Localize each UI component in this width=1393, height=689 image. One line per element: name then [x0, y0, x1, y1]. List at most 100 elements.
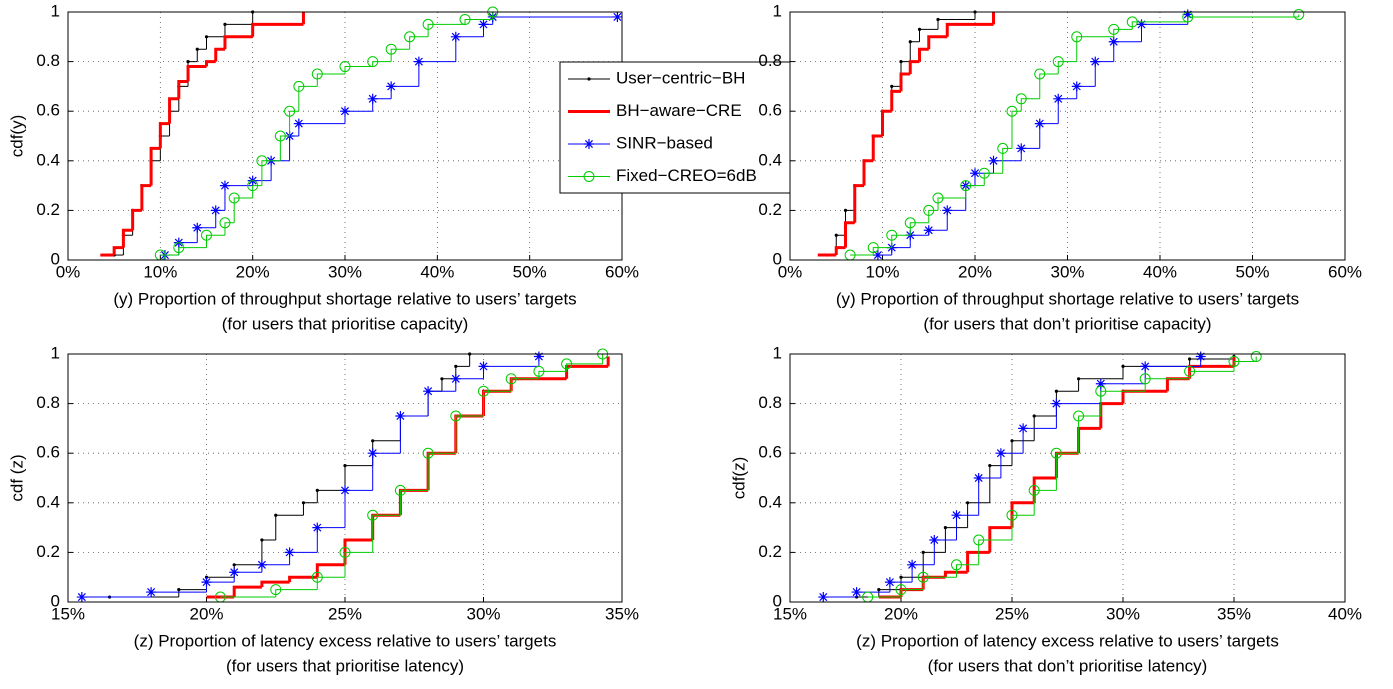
point	[395, 411, 406, 421]
x-tick-label: 15%	[51, 604, 85, 623]
y-tick-label: 0.6	[36, 443, 60, 462]
step-line	[298, 85, 318, 112]
point	[884, 577, 895, 588]
step-line	[927, 35, 948, 50]
point	[1016, 143, 1027, 154]
step-line	[937, 197, 966, 211]
point	[459, 13, 471, 25]
point	[454, 364, 458, 368]
point	[584, 139, 594, 149]
point	[177, 588, 181, 592]
x-tick-label: 20%	[884, 604, 918, 623]
step-line	[316, 73, 345, 87]
point	[923, 225, 934, 236]
point	[256, 559, 267, 570]
point	[1293, 8, 1305, 20]
point	[371, 439, 375, 443]
point	[1010, 439, 1014, 443]
x-axis-label: (z) Proportion of latency excess relativ…	[856, 631, 1279, 650]
point	[988, 464, 992, 468]
point	[367, 93, 378, 104]
x-tick-label: 60%	[1328, 262, 1362, 281]
point	[1053, 93, 1064, 104]
point	[970, 168, 980, 179]
step-line	[149, 146, 161, 186]
point	[929, 535, 940, 545]
point	[1052, 56, 1064, 68]
legend-label: BH−aware−CRE	[616, 101, 742, 120]
x-axis-label: (y) Proportion of throughput shortage re…	[113, 289, 576, 308]
point	[921, 550, 925, 555]
point	[997, 142, 1009, 154]
step-line	[390, 48, 410, 62]
point	[1095, 378, 1106, 389]
point	[1051, 398, 1062, 409]
point	[587, 77, 591, 81]
point	[386, 81, 397, 92]
x-tick-label: 25%	[995, 604, 1029, 623]
y-tick-label: 0	[773, 249, 782, 268]
point	[1090, 56, 1101, 67]
x-tick-label: 10%	[143, 262, 177, 281]
point	[301, 501, 306, 505]
step-line	[261, 160, 281, 186]
point	[907, 559, 918, 570]
series-layer	[76, 348, 610, 603]
point	[1015, 93, 1027, 105]
x-axis-label: (for users that don’t prioritise latency…	[928, 656, 1208, 675]
point	[1139, 373, 1151, 385]
point	[146, 587, 157, 598]
point	[413, 56, 424, 67]
point	[1054, 389, 1058, 393]
point	[1228, 355, 1240, 367]
x-tick-label: 0%	[778, 262, 803, 281]
point	[899, 575, 903, 579]
y-tick-label: 0	[51, 249, 60, 268]
x-tick-label: 40%	[1328, 604, 1362, 623]
x-tick-label: 50%	[513, 262, 547, 281]
point	[247, 180, 259, 192]
x-tick-label: 15%	[773, 604, 807, 623]
point	[917, 27, 922, 31]
point	[1108, 23, 1120, 35]
point	[394, 484, 406, 496]
step-line	[983, 172, 1003, 186]
series-layer	[818, 350, 1262, 603]
step-line	[186, 65, 207, 82]
step-line	[909, 222, 929, 236]
step-line	[372, 514, 401, 553]
step-line	[1076, 36, 1114, 62]
x-tick-label: 20%	[236, 262, 270, 281]
step-line	[316, 576, 345, 590]
legend-label: User−centric−BH	[616, 68, 745, 87]
y-tick-label: 1	[51, 343, 60, 362]
step-line	[112, 246, 124, 256]
plot-area	[790, 354, 1345, 602]
step-line	[279, 135, 290, 161]
step-line	[844, 221, 855, 248]
step-line	[922, 576, 957, 590]
point	[339, 61, 351, 73]
point	[923, 204, 935, 216]
step-line	[1020, 98, 1040, 112]
point	[1034, 118, 1045, 129]
point	[478, 361, 489, 372]
point	[1077, 377, 1081, 381]
x-axis-label: (for users that prioritise capacity)	[222, 314, 469, 333]
x-tick-label: 40%	[1143, 262, 1177, 281]
point	[192, 222, 203, 233]
point	[293, 118, 304, 129]
point	[274, 513, 278, 517]
x-axis-label: (z) Proportion of latency excess relativ…	[134, 631, 557, 650]
point	[951, 559, 962, 571]
y-axis-label: cdf(y)	[7, 115, 26, 158]
y-tick-label: 0.8	[758, 393, 782, 412]
step-line	[260, 580, 290, 588]
x-tick-label: 60%	[605, 262, 639, 281]
point	[201, 577, 212, 588]
step-line	[1100, 390, 1146, 416]
step-line	[455, 415, 484, 454]
step-line	[908, 60, 920, 74]
point	[561, 358, 573, 370]
point	[1006, 105, 1018, 117]
